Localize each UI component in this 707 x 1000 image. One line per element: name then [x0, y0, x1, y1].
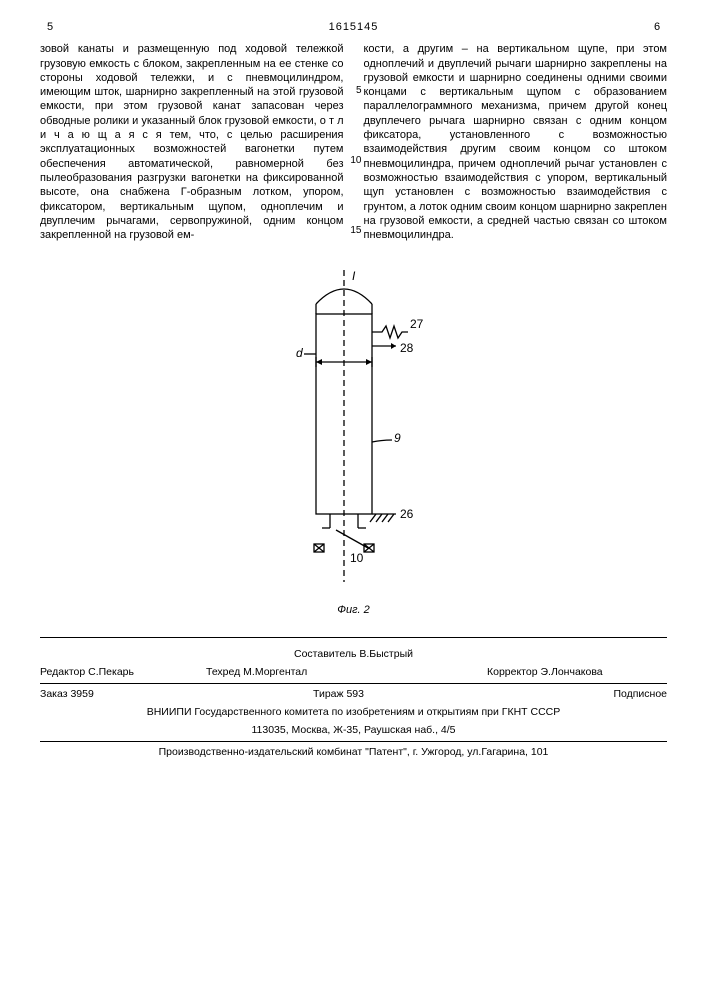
svg-text:d: d — [296, 346, 303, 360]
footer-compiler: Составитель В.Быстрый — [40, 648, 667, 662]
footer-org2: 113035, Москва, Ж-35, Раушская наб., 4/5 — [40, 724, 667, 738]
footer: Составитель В.Быстрый Редактор С.Пекарь … — [40, 637, 667, 760]
column-left: зовой канаты и размещенную под ходовой т… — [40, 42, 344, 242]
patent-number: 1615145 — [60, 20, 647, 34]
page-num-right: 6 — [647, 20, 667, 34]
figure-2: Id 27 28 9 26 10 Фиг. 2 — [40, 262, 667, 617]
svg-text:9: 9 — [394, 431, 401, 445]
body-text-right: кости, а другим – на вертикальном щупе, … — [364, 43, 668, 241]
figure-caption: Фиг. 2 — [40, 603, 667, 617]
body-text-left: зовой канаты и размещенную под ходовой т… — [40, 43, 344, 241]
svg-text:I: I — [352, 269, 356, 283]
footer-corrector: Корректор Э.Лончакова — [487, 666, 667, 680]
svg-text:27: 27 — [410, 317, 424, 331]
line-marker-5: 5 — [356, 84, 362, 97]
column-right: 5 10 15 кости, а другим – на вертикально… — [364, 42, 668, 242]
footer-printer: Производственно-издательский комбинат "П… — [40, 746, 667, 760]
line-marker-10: 10 — [350, 154, 361, 167]
svg-text:28: 28 — [400, 341, 414, 355]
figure-2-svg: Id 27 28 9 26 10 — [244, 262, 464, 592]
footer-tech: Техред М.Моргентал — [206, 666, 471, 680]
svg-text:10: 10 — [350, 551, 364, 565]
footer-editor: Редактор С.Пекарь — [40, 666, 190, 680]
footer-subscription: Подписное — [487, 688, 667, 702]
footer-org1: ВНИИПИ Государственного комитета по изоб… — [40, 706, 667, 720]
svg-text:26: 26 — [400, 507, 414, 521]
footer-order: Заказ 3959 — [40, 688, 190, 702]
footer-tirazh: Тираж 593 — [206, 688, 471, 702]
line-marker-15: 15 — [350, 224, 361, 237]
page-num-left: 5 — [40, 20, 60, 34]
